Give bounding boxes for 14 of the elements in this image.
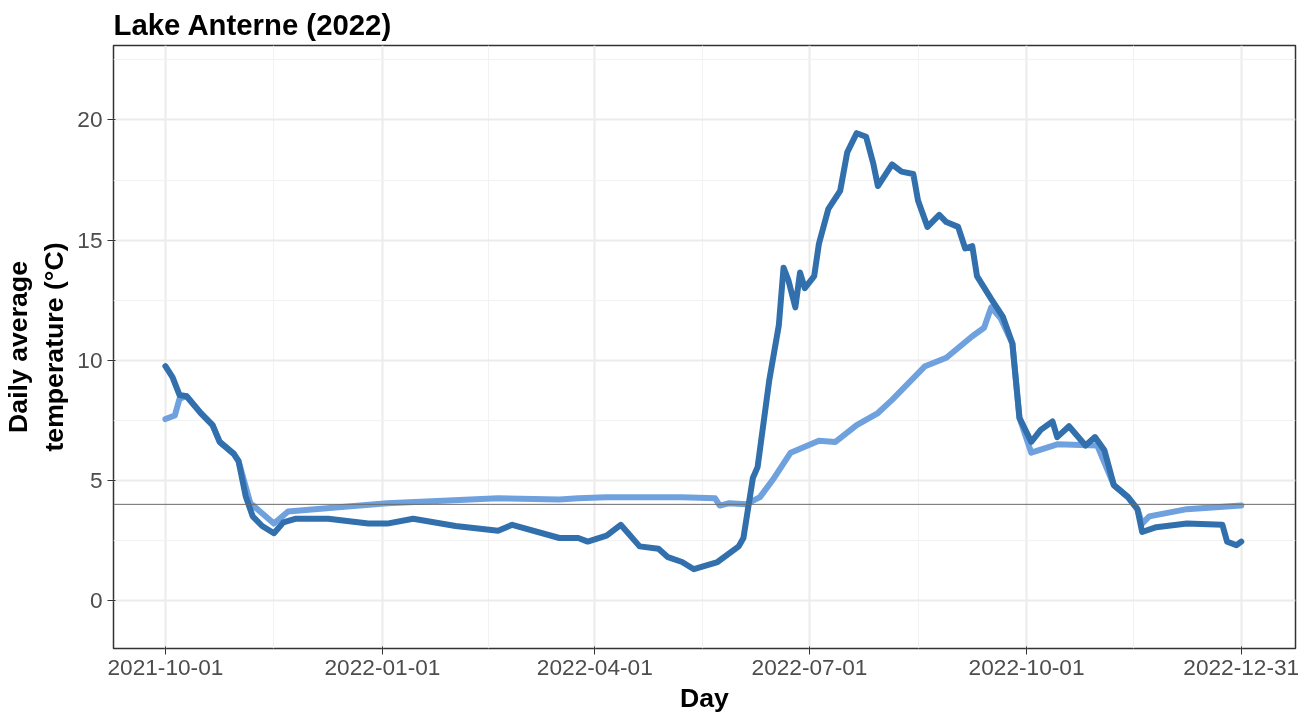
x-tick-label: 2022-12-31 xyxy=(1183,653,1300,680)
y-axis-title: Daily average temperature (°C) xyxy=(3,242,70,452)
x-tick-label: 2022-01-01 xyxy=(324,653,441,680)
x-axis-title: Day xyxy=(680,682,730,713)
y-tick-label: 15 xyxy=(77,226,103,253)
chart-title: Lake Anterne (2022) xyxy=(113,7,392,41)
y-tick-label: 5 xyxy=(89,466,103,493)
x-tick-label: 2022-07-01 xyxy=(751,653,868,680)
x-tick-label: 2022-10-01 xyxy=(968,653,1085,680)
x-tick-label: 2021-10-01 xyxy=(107,653,224,680)
x-tick-label: 2022-04-01 xyxy=(536,653,653,680)
y-tick-label: 10 xyxy=(77,346,103,373)
y-tick-label: 0 xyxy=(89,586,103,613)
y-tick-label: 20 xyxy=(77,106,103,133)
